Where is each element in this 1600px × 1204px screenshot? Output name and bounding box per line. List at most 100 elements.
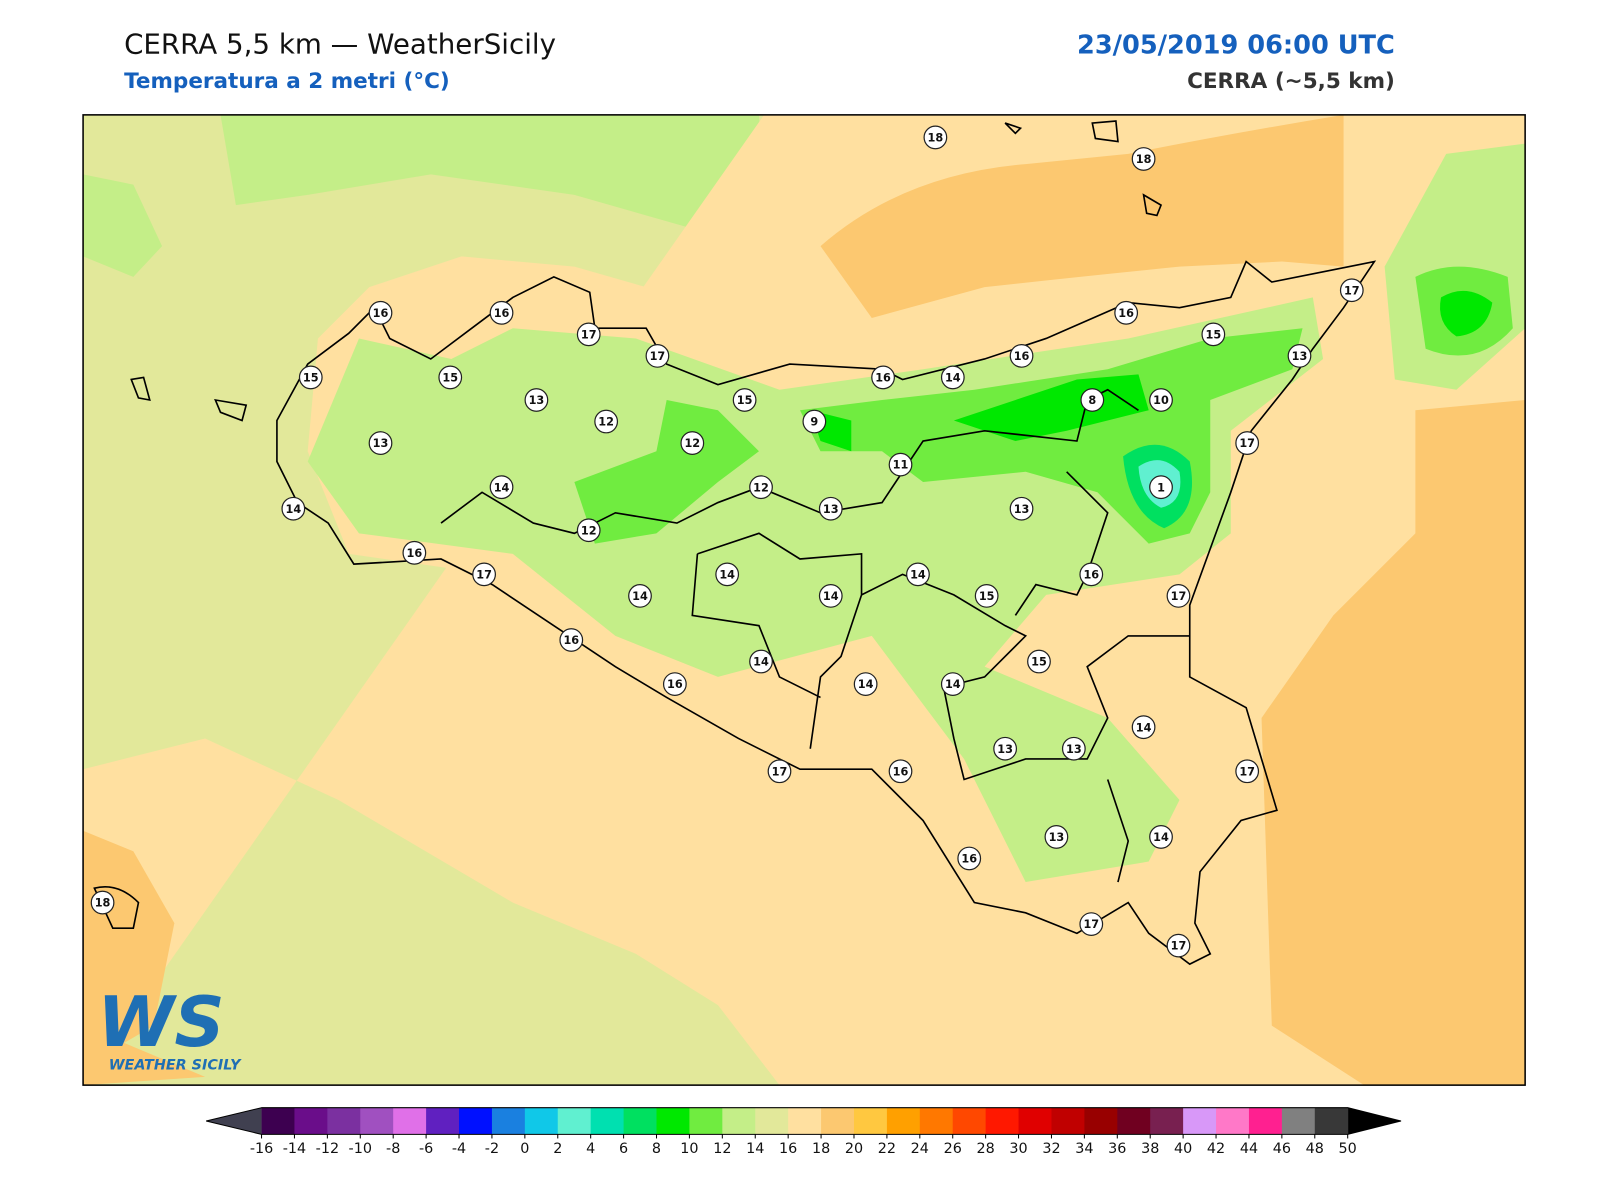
station-value: 17 xyxy=(1171,590,1187,603)
station-value: 15 xyxy=(1031,656,1047,669)
colorbar-segment xyxy=(1248,1107,1283,1135)
station-value: 14 xyxy=(858,678,874,691)
station-marker xyxy=(489,475,514,500)
station-value: 16 xyxy=(1014,350,1030,363)
station-value: 12 xyxy=(684,437,700,450)
station-marker xyxy=(1114,300,1139,325)
station-marker xyxy=(888,759,913,784)
station-value: 18 xyxy=(95,897,111,910)
colorbar-tick-label: 40 xyxy=(1174,1141,1192,1157)
station-value: 16 xyxy=(407,547,423,560)
colorbar-tick-label: 18 xyxy=(812,1141,830,1157)
station-value: 15 xyxy=(737,394,753,407)
logo-mark: WS xyxy=(97,982,224,1063)
colorbar-segment xyxy=(755,1107,789,1135)
station-value: 14 xyxy=(823,590,839,603)
station-value: 14 xyxy=(1153,831,1169,844)
colorbar-outline xyxy=(206,1107,1402,1135)
station-value: 16 xyxy=(373,307,389,320)
colorbar-segment xyxy=(985,1107,1020,1135)
colorbar-tick-label: -8 xyxy=(386,1141,400,1157)
stations: 18 18 16 16 17 17 15 15 13 12 12 15 9 16 14 16 16 15 13 17 8… xyxy=(90,125,1364,958)
station-marker xyxy=(524,388,549,412)
station-value: 16 xyxy=(1118,307,1134,320)
colorbar-tick-label: 6 xyxy=(619,1141,628,1157)
station-value: 17 xyxy=(650,350,666,363)
colorbar-tick-label: -2 xyxy=(485,1141,499,1157)
station-marker xyxy=(645,343,670,368)
station-marker xyxy=(1149,388,1173,412)
station-marker xyxy=(1079,912,1104,936)
station-value: 16 xyxy=(875,372,891,385)
colorbar-segment xyxy=(919,1107,954,1135)
colorbar-tick-label: 20 xyxy=(845,1141,863,1157)
frame xyxy=(82,114,1526,1086)
station-marker xyxy=(1079,562,1104,587)
station-marker xyxy=(576,322,601,347)
station-value: 16 xyxy=(494,307,510,320)
station-marker xyxy=(1166,933,1191,958)
colorbar-segment xyxy=(524,1107,559,1135)
station-value: 17 xyxy=(1239,437,1255,450)
station-marker xyxy=(923,125,948,150)
colorbar-tick-label: 24 xyxy=(911,1141,929,1157)
colorbar-segment xyxy=(491,1107,526,1135)
station-marker xyxy=(489,300,514,325)
station-marker xyxy=(732,388,757,412)
colorbar-tick-label: 8 xyxy=(652,1141,661,1157)
colorbar-tick-label: -14 xyxy=(283,1141,306,1157)
station-marker xyxy=(1061,736,1086,761)
colorbar-segment xyxy=(722,1107,756,1135)
station-value: 14 xyxy=(945,372,961,385)
station-marker xyxy=(715,562,740,587)
station-value: 15 xyxy=(1205,328,1221,341)
station-marker xyxy=(1235,431,1260,455)
station-marker xyxy=(576,518,601,543)
station-value: 12 xyxy=(753,481,769,494)
station-marker xyxy=(818,496,843,521)
colorbar-tick-label: -12 xyxy=(316,1141,339,1157)
station-marker xyxy=(662,672,687,696)
station-value: 17 xyxy=(1083,918,1099,931)
colorbar-segment xyxy=(557,1107,592,1135)
station-marker xyxy=(767,759,792,784)
station-value: 12 xyxy=(581,524,597,537)
station-value: 1 xyxy=(1157,481,1165,494)
station-marker xyxy=(1131,715,1156,740)
station-marker xyxy=(1235,759,1260,784)
colorbar-segment xyxy=(821,1107,855,1135)
station-marker xyxy=(749,475,773,500)
station-value: 16 xyxy=(1083,568,1099,581)
colorbar-segment xyxy=(788,1107,822,1135)
station-value: 13 xyxy=(1066,743,1082,756)
colorbar-segment xyxy=(886,1107,921,1135)
station-marker xyxy=(871,365,895,390)
colorbar-tick-label: 14 xyxy=(746,1141,764,1157)
station-marker xyxy=(818,583,843,608)
colorbar-tick-label: 22 xyxy=(878,1141,896,1157)
colorbar-tick-label: 34 xyxy=(1075,1141,1093,1157)
station-marker xyxy=(1080,388,1105,412)
station-marker xyxy=(1009,496,1034,521)
station-marker xyxy=(680,431,705,455)
station-marker xyxy=(749,649,773,674)
station-value: 14 xyxy=(1136,721,1152,734)
colorbar-segment xyxy=(393,1107,427,1135)
colorbar-segment xyxy=(261,1107,295,1135)
colorbar-segment xyxy=(1084,1107,1118,1135)
station-value: 17 xyxy=(772,765,788,778)
colorbar-tick-label: 0 xyxy=(520,1141,529,1157)
logo-name: WEATHER SICILY xyxy=(109,1058,242,1074)
station-value: 17 xyxy=(581,328,597,341)
date: 23/05/2019 06:00 UTC xyxy=(1077,30,1395,60)
colorbar-segment xyxy=(853,1107,888,1135)
station-marker xyxy=(940,672,965,696)
station-marker xyxy=(281,496,306,521)
colorbar-tick-label: 36 xyxy=(1108,1141,1126,1157)
station-value: 10 xyxy=(1153,394,1169,407)
station-value: 18 xyxy=(1136,153,1152,166)
colorbar-segment xyxy=(459,1107,493,1135)
station-marker xyxy=(888,452,913,477)
